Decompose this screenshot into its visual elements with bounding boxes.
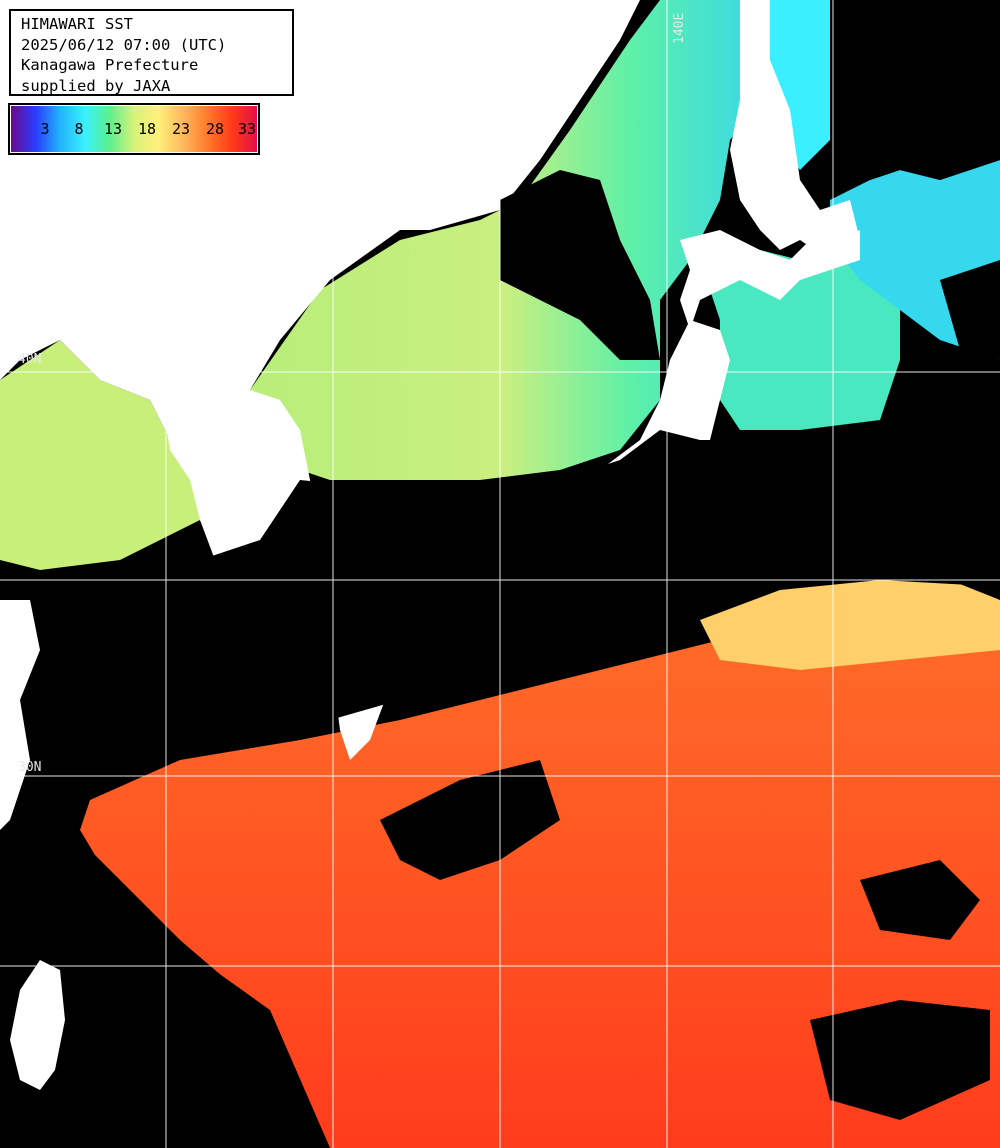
sea-band-warm <box>700 580 1000 670</box>
lat-label-30n: 30N <box>18 760 42 775</box>
timestamp: 2025/06/12 07:00 (UTC) <box>21 35 227 54</box>
cloud-patch-south1 <box>380 760 560 880</box>
sea-pacific-north <box>700 240 900 430</box>
colorbar-tick-23: 23 <box>171 120 191 138</box>
cloud-patch-east <box>940 260 1000 360</box>
lon-label-140e: 140E <box>672 12 687 44</box>
colorbar-gradient <box>11 106 257 152</box>
cloud-patch-south3 <box>810 1000 990 1120</box>
region-label: Kanagawa Prefecture <box>21 56 199 74</box>
land-china-coast <box>0 600 40 830</box>
colorbar-tick-28: 28 <box>205 120 225 138</box>
land-hokkaido <box>680 230 860 330</box>
sea-south-warm <box>80 640 1000 1148</box>
info-box: HIMAWARI SST 2025/06/12 07:00 (UTC) Kana… <box>9 9 294 96</box>
lat-label-40n: 40N <box>18 352 42 367</box>
land-taiwan-top <box>10 960 65 1090</box>
product-title: HIMAWARI SST <box>21 15 133 33</box>
cloud-band-central <box>40 420 1000 780</box>
cloud-patch-nw <box>500 170 660 360</box>
credit-label: supplied by JAXA <box>21 76 171 95</box>
land-sakhalin <box>730 0 860 260</box>
colorbar-tick-33: 33 <box>237 120 257 138</box>
colorbar-tick-3: 3 <box>40 120 50 138</box>
sst-colorbar: 3 8 13 18 23 28 33 <box>8 103 260 155</box>
colorbar-tick-8: 8 <box>74 120 84 138</box>
sea-yellow <box>0 340 200 570</box>
cloud-patch-west <box>0 830 330 1148</box>
colorbar-tick-13: 13 <box>103 120 123 138</box>
colorbar-tick-18: 18 <box>137 120 157 138</box>
cloud-patch-south2 <box>860 860 980 940</box>
cloud-patch-ne <box>830 0 1000 180</box>
